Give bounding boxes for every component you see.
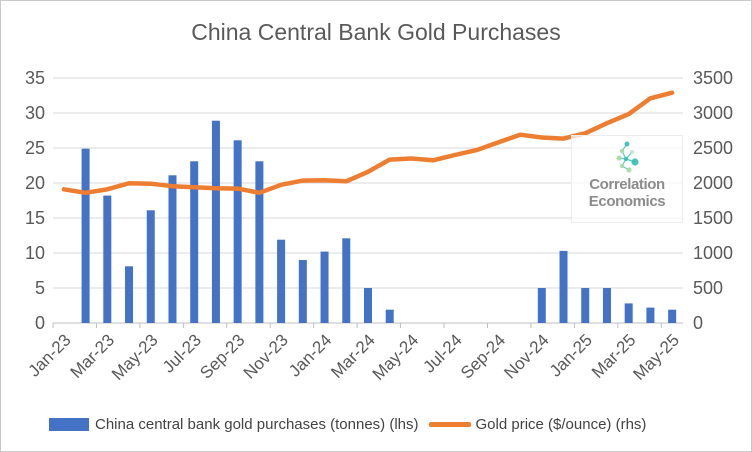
molecule-node [629, 149, 635, 155]
molecule-node [631, 158, 639, 166]
molecule-node [619, 163, 625, 169]
molecule-node [616, 155, 622, 161]
legend-label-purchases: China central bank gold purchases (tonne… [95, 415, 419, 433]
legend-line-swatch-icon [428, 421, 471, 427]
bar-Nov-23 [277, 239, 286, 323]
gold-price-line [61, 90, 675, 196]
bar-Jun-23 [168, 175, 177, 323]
right-axis-label: 1500 [693, 208, 733, 228]
left-axis-label: 5 [35, 278, 45, 298]
x-axis-label: Nov-23 [240, 330, 292, 382]
x-axis-label: Jan-23 [24, 330, 74, 380]
right-axis-label: 0 [693, 313, 703, 333]
bar-Aug-23 [211, 120, 220, 323]
watermark-line1: Correlation [589, 176, 665, 193]
molecule-network-icon [616, 141, 639, 173]
bar-Apr-24 [385, 309, 394, 323]
x-axis-label: Jan-25 [546, 330, 596, 380]
watermark-line2: Economics [588, 193, 666, 210]
x-axis-label: Jan-24 [285, 330, 335, 380]
bar-Feb-23 [81, 148, 90, 323]
left-axis-label: 0 [35, 313, 45, 333]
bar-Jan-25 [581, 288, 590, 323]
bar-Oct-23 [255, 161, 264, 323]
bar-Feb-24 [342, 238, 351, 323]
right-axis-label: 500 [693, 278, 723, 298]
left-axis-label: 35 [25, 68, 45, 88]
right-axis-label: 2000 [693, 173, 733, 193]
right-axis-label: 1000 [693, 243, 733, 263]
legend-bar-swatch-icon [49, 417, 89, 431]
bar-Jan-24 [320, 251, 329, 323]
legend-label-gold-price: Gold price ($/ounce) (rhs) [475, 415, 647, 433]
bar-Jul-23 [190, 161, 199, 323]
bar-Dec-23 [298, 260, 307, 323]
bar-Mar-24 [364, 288, 372, 323]
legend-item-gold-price: Gold price ($/ounce) (rhs) [419, 415, 647, 433]
bar-May-23 [146, 210, 155, 323]
bar-Mar-25 [624, 303, 633, 323]
left-axis-label: 25 [25, 138, 45, 158]
bar-Sep-23 [233, 140, 242, 323]
x-axis-label: Nov-24 [500, 330, 552, 382]
right-axis-label: 2500 [693, 138, 733, 158]
right-axis-label: 3500 [693, 68, 733, 88]
left-axis-label: 30 [25, 103, 45, 123]
legend: China central bank gold purchases (tonne… [49, 413, 646, 435]
molecule-node [626, 167, 632, 173]
molecule-node [624, 141, 630, 147]
left-axis-label: 20 [25, 173, 45, 193]
molecule-node [619, 148, 625, 154]
x-axis-label: May-24 [369, 330, 423, 384]
left-axis-label: 10 [25, 243, 45, 263]
bar-Apr-25 [646, 307, 655, 323]
bar-Feb-25 [602, 288, 611, 323]
chart-title: China Central Bank Gold Purchases [191, 19, 561, 45]
x-axis-label: Sep-23 [196, 330, 248, 382]
left-axis-label: 15 [25, 208, 45, 228]
right-axis-label: 3000 [693, 103, 733, 123]
watermark: Correlation Economics [571, 135, 683, 223]
bar-Nov-24 [537, 288, 546, 323]
bar-Dec-24 [559, 250, 568, 323]
bar-Apr-23 [125, 266, 134, 323]
legend-item-purchases: China central bank gold purchases (tonne… [49, 416, 419, 433]
molecule-node [623, 156, 629, 162]
bar-Mar-23 [103, 195, 112, 323]
x-axis-label: May-25 [629, 330, 683, 384]
x-axis-label: May-23 [108, 330, 162, 384]
x-axis-label: Sep-24 [457, 330, 509, 382]
bar-May-25 [668, 309, 677, 323]
